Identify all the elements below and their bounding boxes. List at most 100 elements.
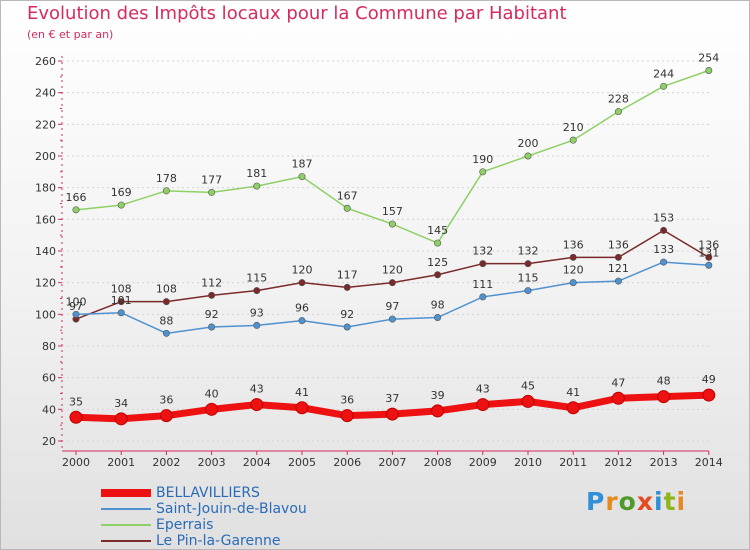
x-tick-label: 2002	[152, 456, 180, 469]
y-tick-label: 140	[35, 245, 56, 258]
data-point	[434, 271, 442, 279]
data-label: 45	[521, 379, 535, 392]
data-point	[208, 188, 216, 196]
x-tick-label: 2004	[243, 456, 271, 469]
logo-letter: i	[676, 487, 687, 516]
data-point	[117, 309, 125, 317]
data-point	[611, 391, 625, 405]
legend-swatch	[101, 524, 151, 526]
data-label: 117	[337, 268, 358, 281]
legend-item: Eperrais	[101, 517, 361, 533]
data-point	[479, 293, 487, 301]
legend-item: BELLAVILLIERS	[101, 485, 361, 501]
proxiti-logo: Proxiti	[586, 487, 696, 527]
data-point	[343, 204, 351, 212]
data-label: 120	[563, 264, 584, 277]
data-label: 112	[201, 276, 222, 289]
data-point	[479, 260, 487, 268]
data-label: 49	[702, 373, 716, 386]
logo-letter: i	[654, 487, 664, 516]
x-tick-label: 2001	[107, 456, 135, 469]
data-label: 136	[608, 238, 629, 251]
logo-letter: x	[636, 487, 654, 516]
data-point	[479, 168, 487, 176]
data-label: 177	[201, 173, 222, 186]
logo-letter: o	[618, 487, 637, 516]
data-point	[388, 220, 396, 228]
data-label: 166	[66, 191, 87, 204]
data-label: 111	[472, 278, 493, 291]
data-point	[253, 182, 261, 190]
data-point	[705, 67, 713, 75]
chart-title: Evolution des Impôts locaux pour la Comm…	[27, 3, 567, 24]
data-point	[569, 136, 577, 144]
data-point	[298, 279, 306, 287]
logo-letter: t	[663, 487, 677, 516]
data-point	[614, 108, 622, 116]
y-tick-label: 120	[35, 277, 56, 290]
y-tick-label: 100	[35, 308, 56, 321]
data-point	[298, 173, 306, 181]
data-point	[569, 279, 577, 287]
y-tick-label: 80	[42, 340, 56, 353]
y-tick-label: 200	[35, 150, 56, 163]
data-label: 145	[427, 224, 448, 237]
data-label: 37	[385, 392, 399, 405]
data-point	[614, 277, 622, 285]
data-point	[117, 298, 125, 306]
data-point	[657, 390, 671, 404]
data-point	[614, 253, 622, 261]
data-label: 254	[698, 52, 719, 65]
data-point	[162, 187, 170, 195]
data-label: 181	[246, 167, 267, 180]
data-label: 108	[111, 283, 132, 296]
data-label: 41	[295, 386, 309, 399]
data-label: 101	[111, 294, 132, 307]
data-point	[476, 398, 490, 412]
legend-swatch	[101, 540, 151, 542]
legend-label: BELLAVILLIERS	[156, 485, 260, 501]
data-point	[159, 409, 173, 423]
data-label: 98	[431, 299, 445, 312]
data-point	[295, 401, 309, 415]
x-tick-label: 2000	[62, 456, 90, 469]
data-label: 96	[295, 302, 309, 315]
data-label: 210	[563, 121, 584, 134]
chart-subtitle: (en € et par an)	[27, 28, 114, 41]
data-label: 93	[250, 306, 264, 319]
data-point	[343, 283, 351, 291]
data-point	[566, 401, 580, 415]
data-label: 120	[292, 264, 313, 277]
y-tick-label: 220	[35, 118, 56, 131]
data-point	[524, 152, 532, 160]
chart-legend: BELLAVILLIERS Saint-Jouin-de-Blavou Eperra…	[101, 485, 361, 549]
data-label: 136	[563, 238, 584, 251]
data-point	[388, 279, 396, 287]
legend-item: Le Pin-la-Garenne	[101, 533, 361, 549]
y-tick-label: 260	[35, 55, 56, 68]
legend-item: Saint-Jouin-de-Blavou	[101, 501, 361, 517]
data-label: 34	[114, 397, 128, 410]
legend-label: Saint-Jouin-de-Blavou	[156, 501, 307, 517]
x-tick-label: 2013	[650, 456, 678, 469]
data-label: 88	[159, 314, 173, 327]
data-label: 136	[698, 238, 719, 251]
data-point	[250, 398, 264, 412]
data-label: 133	[653, 243, 674, 256]
data-label: 108	[156, 283, 177, 296]
y-tick-label: 180	[35, 182, 56, 195]
data-point	[72, 310, 80, 318]
x-tick-label: 2010	[514, 456, 542, 469]
data-label: 187	[292, 158, 313, 171]
data-label: 157	[382, 205, 403, 218]
logo-letter: r	[605, 487, 619, 516]
data-label: 153	[653, 211, 674, 224]
data-label: 178	[156, 172, 177, 185]
data-point	[660, 226, 668, 234]
data-label: 115	[518, 272, 539, 285]
x-tick-label: 2003	[198, 456, 226, 469]
x-tick-label: 2005	[288, 456, 316, 469]
data-label: 167	[337, 189, 358, 202]
x-tick-label: 2007	[378, 456, 406, 469]
